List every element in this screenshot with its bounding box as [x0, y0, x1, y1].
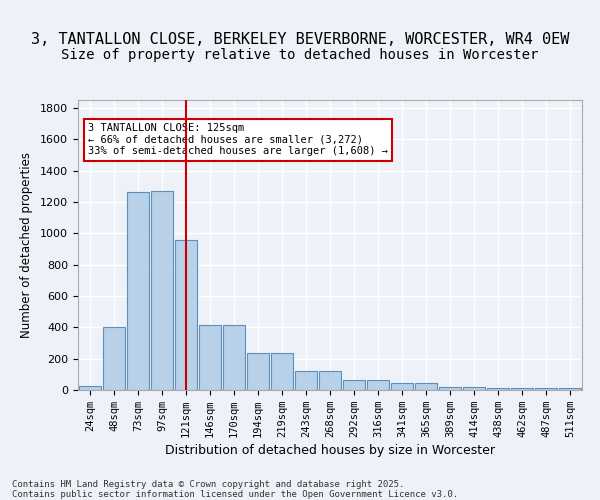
Bar — [127, 192, 149, 390]
Bar — [487, 388, 509, 390]
Bar — [79, 386, 101, 390]
Text: Contains HM Land Registry data © Crown copyright and database right 2025.
Contai: Contains HM Land Registry data © Crown c… — [12, 480, 458, 500]
Bar — [199, 325, 221, 390]
Bar — [247, 353, 269, 390]
Bar — [343, 380, 365, 390]
Bar — [463, 387, 485, 390]
Bar — [223, 325, 245, 390]
Bar — [151, 191, 173, 390]
Bar — [367, 380, 389, 390]
Bar — [439, 387, 461, 390]
Bar — [271, 353, 293, 390]
Text: 3, TANTALLON CLOSE, BERKELEY BEVERBORNE, WORCESTER, WR4 0EW: 3, TANTALLON CLOSE, BERKELEY BEVERBORNE,… — [31, 32, 569, 48]
Bar — [103, 328, 125, 390]
X-axis label: Distribution of detached houses by size in Worcester: Distribution of detached houses by size … — [165, 444, 495, 457]
Bar — [535, 388, 557, 390]
Text: 3 TANTALLON CLOSE: 125sqm
← 66% of detached houses are smaller (3,272)
33% of se: 3 TANTALLON CLOSE: 125sqm ← 66% of detac… — [88, 123, 388, 156]
Bar — [559, 388, 581, 390]
Bar — [295, 371, 317, 390]
Bar — [511, 388, 533, 390]
Bar — [391, 383, 413, 390]
Y-axis label: Number of detached properties: Number of detached properties — [20, 152, 33, 338]
Bar — [175, 240, 197, 390]
Text: Size of property relative to detached houses in Worcester: Size of property relative to detached ho… — [61, 48, 539, 62]
Bar — [415, 383, 437, 390]
Bar — [319, 371, 341, 390]
